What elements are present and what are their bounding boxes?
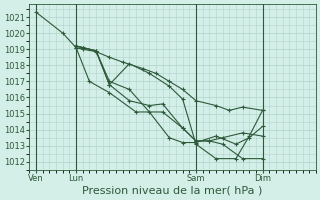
X-axis label: Pression niveau de la mer( hPa ): Pression niveau de la mer( hPa )	[83, 186, 263, 196]
